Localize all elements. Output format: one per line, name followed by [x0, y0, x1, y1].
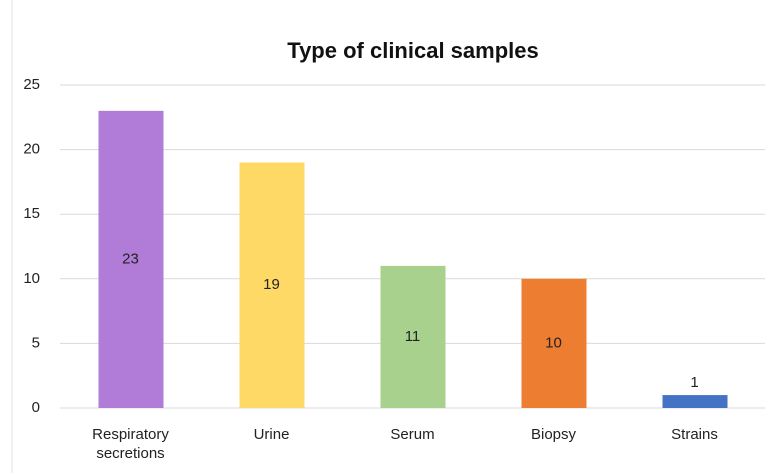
data-label: 11 [405, 328, 421, 345]
chart-title: Type of clinical samples [287, 38, 538, 63]
x-tick-label: Biopsy [530, 426, 577, 443]
data-label: 10 [545, 334, 562, 351]
bar [239, 162, 305, 408]
x-tick-label: Respiratory secretions [92, 426, 169, 462]
x-tick-label: Strains [671, 426, 718, 443]
y-tick-label: 15 [23, 205, 40, 222]
y-tick-label: 20 [23, 141, 40, 158]
bar [380, 265, 446, 408]
y-tick-label: 5 [32, 334, 40, 351]
bar [662, 395, 728, 408]
data-label: 23 [122, 250, 139, 267]
data-label: 19 [263, 276, 280, 293]
y-tick-label: 0 [32, 399, 40, 416]
x-tick-label: Urine [253, 426, 290, 443]
x-tick-label: Serum [390, 426, 435, 443]
bar [98, 110, 164, 408]
data-label: 1 [690, 374, 698, 391]
y-tick-label: 25 [23, 76, 40, 93]
y-tick-label: 10 [23, 270, 40, 287]
bar [521, 278, 587, 408]
